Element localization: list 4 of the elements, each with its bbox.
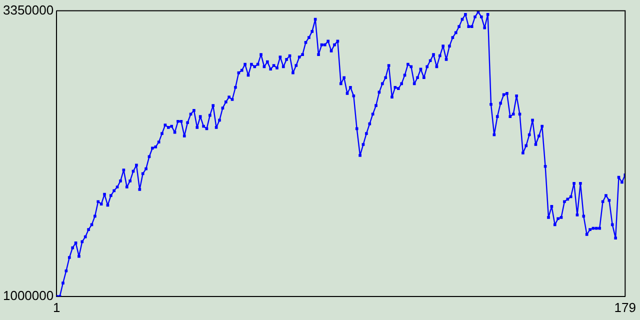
x-tick-label: 179 (614, 300, 636, 315)
y-tick-label: 3350000 (2, 2, 54, 18)
y-tick-label: 1000000 (2, 288, 54, 303)
x-tick-label: 1 (52, 300, 60, 315)
